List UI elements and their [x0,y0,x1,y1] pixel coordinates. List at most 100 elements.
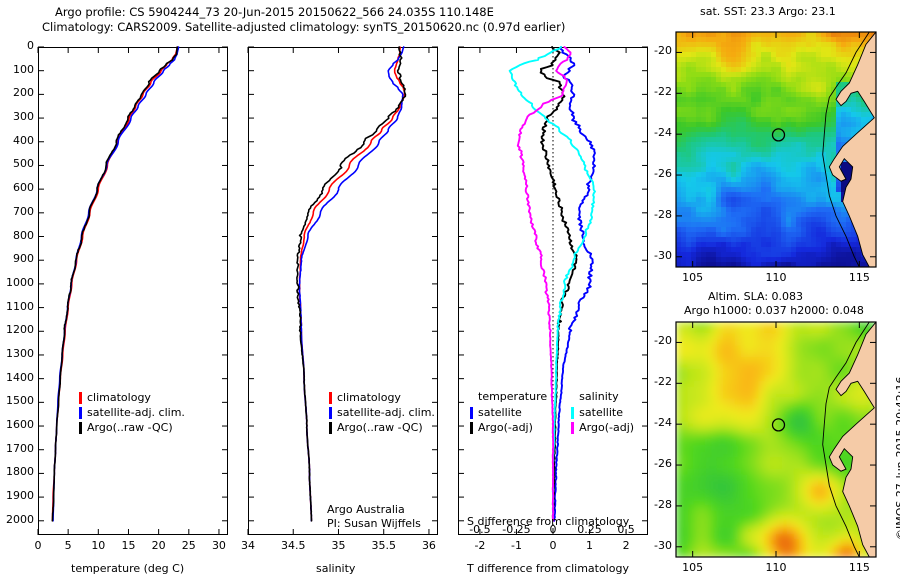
salinity-curves [296,46,407,522]
difference-legend: temperature satellite Argo(-adj) salinit… [470,390,634,435]
salinity-x-axis-label: salinity [316,562,356,575]
legend-swatch-satellite-adj [329,406,332,419]
legend-swatch-temp-argo-adj [470,421,473,434]
legend-label-temp-argo-adj: Argo(-adj) [478,421,533,434]
map-sla-title-line2: Argo h1000: 0.037 h2000: 0.048 [684,304,864,317]
axis-tick-label: 100 [13,62,34,76]
salinity-legend: climatology satellite-adj. clim. Argo(..… [329,390,435,435]
legend-label-temp-satellite: satellite [478,406,522,419]
axis-tick-label: 34.5 [280,539,306,552]
axis-tick-label: 2 [622,539,630,552]
axis-tick-label: 800 [13,228,34,242]
axis-tick-label: 1600 [6,418,34,432]
legend-label-sal-satellite: satellite [579,406,623,419]
axis-tick-label: 0 [34,539,42,552]
map-sst-ticks [676,32,876,267]
axis-tick-label: -2 [474,539,486,552]
profile-curve [52,46,180,522]
profile-curve [296,46,407,522]
copyright-label: ©IMOS 27-Jun-2015 20:42:16 [894,376,900,540]
salinity-plot-frame [248,47,438,535]
axis-tick-label: 35 [331,539,346,552]
legend-swatch-sal-satellite [571,406,575,419]
axis-tick-label: 1800 [6,465,34,479]
map-sla-ticks [676,322,876,557]
profile-location-marker [771,128,786,142]
axis-tick-label: 36 [421,539,436,552]
axis-tick-label: -24 [654,126,672,140]
axis-tick-label: 0 [549,523,557,536]
profile-curve [553,46,597,522]
axis-tick-label: -22 [654,375,672,389]
axis-tick-label: 300 [13,110,34,124]
axis-tick-label: -30 [654,248,672,262]
map-sla-canvas[interactable] [675,321,877,558]
axis-tick-label: 0 [27,39,34,52]
axis-tick-label: 110 [765,271,787,284]
difference-t-axis-label: T difference from climatology [467,562,629,575]
axis-tick-label: -22 [654,85,672,99]
map-sst-canvas[interactable] [675,31,877,268]
axis-tick-label: -0.25 [502,523,531,536]
plot-title-line2: Climatology: CARS2009. Satellite-adjuste… [42,20,566,34]
legend-group-temperature: temperature [478,390,548,403]
axis-tick-label: 1000 [6,275,34,289]
difference-legend-salinity-group: salinity satellite Argo(-adj) [571,390,634,435]
axis-tick-label: -30 [654,538,672,552]
axis-tick-label: 200 [13,86,34,100]
legend-swatch-satellite-adj [79,406,82,419]
axis-tick-label: 1 [586,539,594,552]
argo-pi-note: PI: Susan Wijffels [327,517,421,530]
axis-tick-label: -1 [510,539,522,552]
salinity-axis-ticks [247,46,438,535]
axis-tick-label: 900 [13,252,34,266]
axis-tick-label: -20 [654,44,672,58]
axis-tick-label: 600 [13,181,34,195]
axis-tick-label: 15 [121,539,136,552]
axis-tick-label: 34 [241,539,255,552]
axis-tick-label: -20 [654,334,672,348]
axis-tick-label: 1500 [6,394,34,408]
profile-curve [516,46,572,522]
legend-group-salinity: salinity [579,390,619,403]
difference-s-axis-label: S difference from climatology [467,515,630,528]
axis-tick-label: 0.25 [577,523,602,536]
axis-tick-label: 25 [181,539,196,552]
legend-label-sal-argo-adj: Argo(-adj) [579,421,635,434]
axis-tick-label: 500 [13,157,34,171]
legend-label-climatology: climatology [337,391,401,404]
axis-tick-label: 0 [549,539,557,552]
axis-tick-label: -0.5 [469,523,491,536]
axis-tick-label: 115 [848,561,870,574]
axis-tick-label: 1200 [6,323,34,337]
axis-tick-label: 110 [765,561,787,574]
difference-curves [508,46,597,534]
legend-label-satellite-adj: satellite-adj. clim. [337,406,435,419]
axis-tick-label: 115 [848,271,870,284]
axis-tick-label: 400 [13,133,34,147]
axis-tick-label: -28 [654,497,672,511]
legend-swatch-sal-argo-adj [571,421,575,434]
axis-tick-label: 1900 [6,489,34,503]
legend-label-satellite-adj: satellite-adj. clim. [87,406,185,419]
legend-swatch-argo-raw [329,421,332,434]
axis-tick-label: 1700 [6,441,34,455]
axis-tick-label: 10 [91,539,106,552]
legend-swatch-argo-raw [79,421,82,434]
axis-tick-label: -24 [654,416,672,430]
temperature-legend: climatology satellite-adj. clim. Argo(..… [79,390,185,435]
plot-title-line1: Argo profile: CS 5904244_73 20-Jun-2015 … [55,5,494,19]
profile-location-marker [771,418,786,432]
axis-tick-label: 1100 [6,299,34,313]
temperature-x-axis-label: temperature (deg C) [71,562,185,575]
argo-australia-note: Argo Australia [327,503,405,516]
axis-tick-label: 0.5 [617,523,635,536]
axis-tick-label: -26 [654,457,672,471]
axis-tick-label: 105 [682,271,704,284]
legend-label-argo-raw: Argo(..raw -QC) [337,421,423,434]
axis-tick-label: 1300 [6,346,34,360]
axis-tick-label: 105 [682,561,704,574]
axis-tick-label: 35.5 [371,539,396,552]
legend-label-argo-raw: Argo(..raw -QC) [87,421,173,434]
profile-curve [51,46,179,522]
